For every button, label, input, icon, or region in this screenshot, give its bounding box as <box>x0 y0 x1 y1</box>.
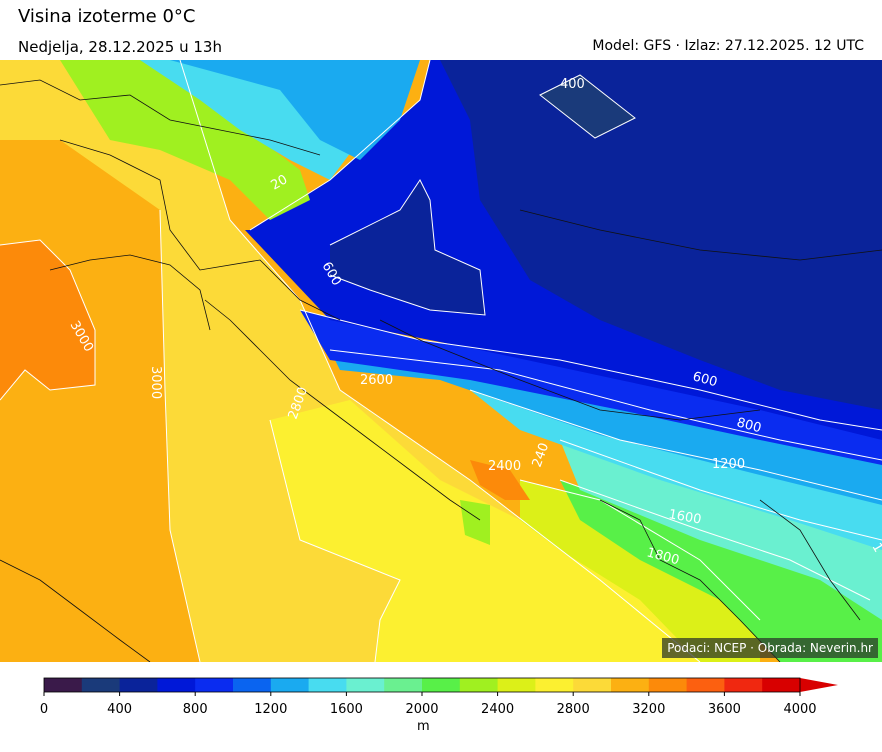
forecast-date: Nedjelja, 28.12.2025 u 13h <box>18 38 222 56</box>
colorbar-tick-label: 3200 <box>632 702 665 717</box>
colorbar-tick-label: 0 <box>40 702 48 717</box>
field-yellow <box>270 400 720 662</box>
colorbar-swatch <box>270 678 310 692</box>
map-title: Visina izoterme 0°C <box>18 6 196 27</box>
field-deep-pocket <box>330 180 485 315</box>
contour-label-800: 800 <box>735 415 763 436</box>
colorbar-tick-label: 1200 <box>254 702 287 717</box>
colorbar-tick-label: 3600 <box>708 702 741 717</box>
model-info: Model: GFS · Izlaz: 27.12.2025. 12 UTC <box>592 38 864 54</box>
contour-label-2400-a: 2400 <box>488 459 521 474</box>
colorbar-tick-label: 1600 <box>330 702 363 717</box>
colorbar-swatches <box>44 678 801 692</box>
colorbar-tick-label: 2400 <box>481 702 514 717</box>
colorbar-swatch <box>459 678 499 692</box>
borders <box>0 79 882 662</box>
contour-label-600-b: 600 <box>691 369 719 390</box>
colorbar-arrow <box>800 678 838 692</box>
colorbar-swatch <box>535 678 574 692</box>
contour-label-2600: 2600 <box>360 373 393 388</box>
colorbar-tick-label: 2000 <box>405 702 438 717</box>
field-top-deep <box>540 75 635 138</box>
freezing-level-map: 400 600 600 800 1200 1600 1800 2600 2800… <box>0 60 882 662</box>
colorbar-swatch <box>308 678 347 692</box>
colorbar-swatch <box>422 678 461 692</box>
contour-lines <box>0 60 882 662</box>
colorbar-swatch <box>497 678 536 692</box>
field-orange-west <box>0 240 95 400</box>
colorbar-tick-label: 400 <box>107 702 132 717</box>
colorbar-swatch <box>157 678 196 692</box>
colorbar-swatch <box>724 678 763 692</box>
colorbar-swatch <box>384 678 423 692</box>
field-cyan <box>470 390 882 550</box>
colorbar-swatch <box>762 678 801 692</box>
contour-label-1600: 1600 <box>667 507 702 528</box>
contour-label-north: 20 <box>269 172 291 193</box>
colorbar-swatch <box>44 678 83 692</box>
field-balkan-orange <box>470 460 530 500</box>
colorbar-ticks: 0 400 800 1200 1600 2000 2400 2800 3200 3600 4000 <box>40 692 817 717</box>
field-deep <box>440 60 882 410</box>
colorbar-swatch <box>573 678 612 692</box>
colorbar-unit: m <box>417 719 430 734</box>
colorbar-tick-label: 4000 <box>783 702 816 717</box>
field-mid-blue <box>300 310 882 465</box>
data-credit: Podaci: NCEP · Obrada: Neverin.hr <box>662 638 878 658</box>
colorbar-swatch <box>119 678 158 692</box>
contour-label-3000-a: 3000 <box>148 366 163 399</box>
field-north-cyan <box>140 60 360 180</box>
colorbar: 0 400 800 1200 1600 2000 2400 2800 3200 3600 4000 <box>40 677 838 717</box>
colorbar-swatch <box>611 678 650 692</box>
colorbar-swatch <box>648 678 688 692</box>
contour-label-1200: 1200 <box>712 457 745 472</box>
field-lime <box>520 480 760 662</box>
field-gold <box>0 60 700 662</box>
colorbar-swatch <box>81 678 121 692</box>
field-aqua <box>560 440 882 620</box>
field-north-azure <box>170 60 420 160</box>
colorbar-swatch <box>346 678 385 692</box>
field-north-green <box>60 60 310 220</box>
field-green <box>560 480 882 662</box>
colorbar-swatch <box>686 678 725 692</box>
contour-label-400: 400 <box>560 77 585 92</box>
colorbar-swatch <box>233 678 272 692</box>
colorbar-swatch <box>195 678 234 692</box>
colorbar-tick-label: 2800 <box>557 702 590 717</box>
colorbar-tick-label: 800 <box>183 702 208 717</box>
